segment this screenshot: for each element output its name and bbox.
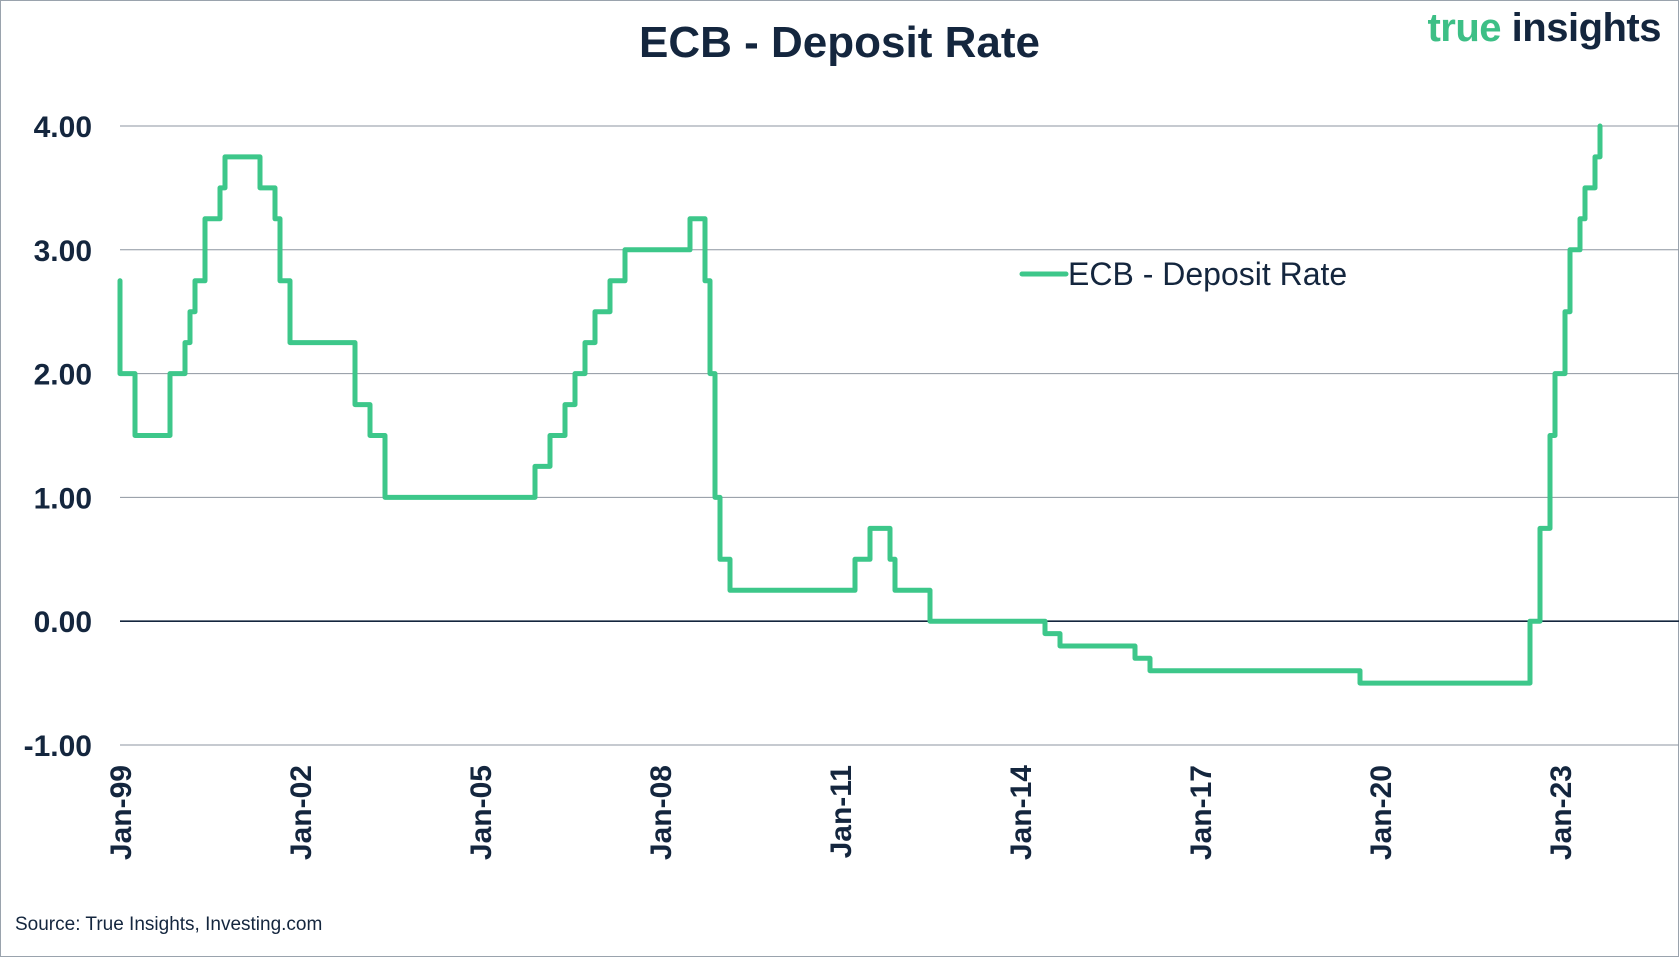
x-tick-label: Jan-05: [465, 765, 498, 860]
series-layer: [117, 123, 1603, 686]
legend-label: ECB - Deposit Rate: [1068, 256, 1347, 292]
x-tick-label: Jan-99: [105, 765, 138, 860]
y-axis-ticks: 4.00 3.00 2.00 1.00 0.00 -1.00: [24, 111, 92, 763]
x-tick-label: Jan-02: [285, 765, 318, 860]
x-tick-label: Jan-14: [1005, 765, 1038, 860]
x-tick-label: Jan-20: [1365, 765, 1398, 860]
series-line-deposit-rate: [117, 123, 1603, 686]
x-tick-label: Jan-23: [1545, 765, 1578, 860]
x-axis-ticks: Jan-99 Jan-02 Jan-05 Jan-08 Jan-11 Jan-14 Jan-…: [105, 765, 1578, 860]
y-tick-label: 3.00: [34, 235, 92, 268]
y-tick-label: 1.00: [34, 482, 92, 515]
gridlines: [120, 125, 1679, 746]
y-tick-label: 0.00: [34, 606, 92, 639]
x-tick-label: Jan-08: [645, 765, 678, 860]
x-tick-label: Jan-11: [825, 765, 858, 858]
chart-title: ECB - Deposit Rate: [639, 18, 1040, 67]
y-tick-label: 4.00: [34, 111, 92, 144]
y-tick-label: -1.00: [24, 730, 92, 763]
x-tick-label: Jan-17: [1185, 765, 1218, 860]
logo-word-true: true: [1427, 6, 1502, 50]
logo-word-insights: insights: [1511, 6, 1662, 50]
source-note: Source: True Insights, Investing.com: [15, 914, 323, 935]
legend: ECB - Deposit Rate: [1019, 256, 1347, 292]
brand-logo: true insights: [1427, 6, 1661, 51]
y-tick-label: 2.00: [34, 359, 92, 392]
